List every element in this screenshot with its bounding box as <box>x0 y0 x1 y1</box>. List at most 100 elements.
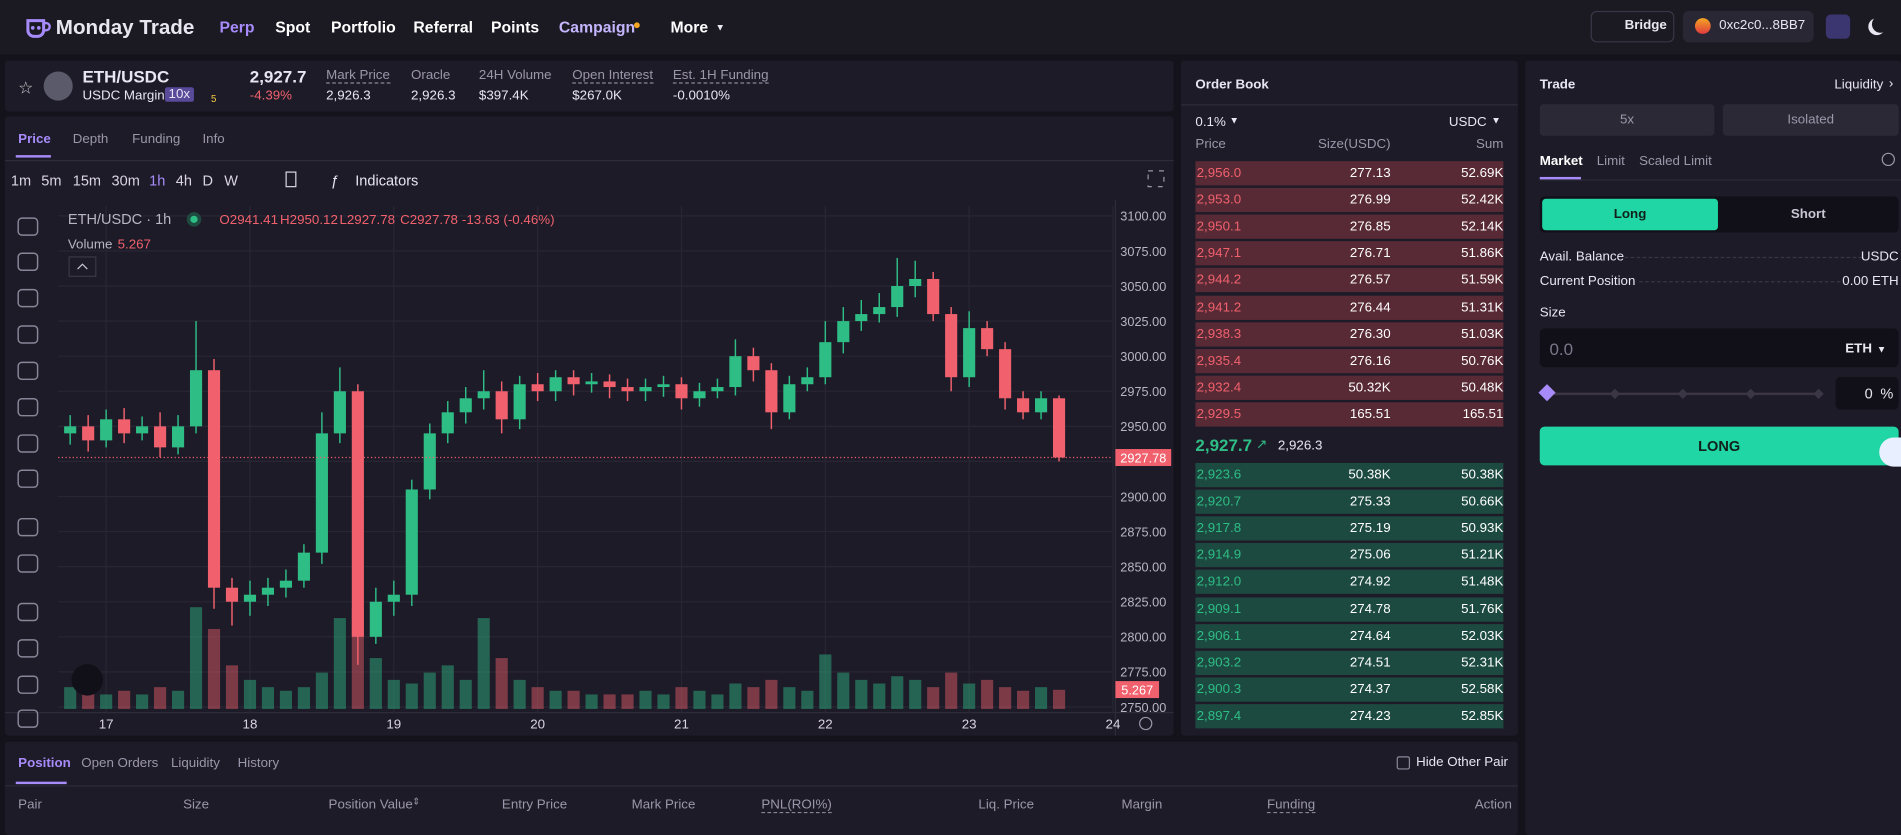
candle-body <box>459 398 472 413</box>
submit-button[interactable]: LONG <box>1539 426 1899 466</box>
volume-bar <box>675 687 688 709</box>
ob-row-bg[interactable] <box>1195 375 1504 400</box>
candle-body <box>927 278 940 315</box>
help-bubble[interactable] <box>1879 437 1901 467</box>
indicators-button[interactable]: Indicators <box>355 172 419 190</box>
unit-select[interactable]: USDC <box>1448 115 1487 130</box>
stat-label[interactable]: Mark Price <box>326 67 390 84</box>
tool-icon <box>17 469 39 488</box>
order-type-tab[interactable]: Limit <box>1596 153 1625 169</box>
chart-tab[interactable]: Price <box>18 132 51 147</box>
ob-row-bg[interactable] <box>1195 703 1504 729</box>
ob-row-bg[interactable] <box>1195 402 1504 427</box>
checkbox[interactable] <box>1396 756 1411 770</box>
ob-row-bg[interactable] <box>1195 543 1504 568</box>
interval[interactable]: 30m <box>111 172 140 190</box>
order-type-tab[interactable]: Market <box>1539 153 1583 169</box>
ob-row-bg[interactable] <box>1195 241 1504 266</box>
ob-cell: 51.03K <box>1461 326 1504 342</box>
ob-row-bg[interactable] <box>1195 321 1504 347</box>
ob-row-bg[interactable] <box>1195 516 1504 541</box>
interval[interactable]: 15m <box>72 172 102 190</box>
ob-row-bg[interactable] <box>1195 570 1504 595</box>
ob-row-bg[interactable] <box>1195 161 1504 186</box>
nav-link[interactable]: Spot <box>275 18 311 37</box>
interval[interactable]: 1m <box>10 172 32 190</box>
badge-count: 5 <box>210 93 217 105</box>
position-tab[interactable]: Open Orders <box>81 756 159 771</box>
nav-link[interactable]: Perp <box>219 18 255 37</box>
position-tab[interactable]: Liquidity <box>170 756 220 771</box>
size-input[interactable] <box>1539 328 1899 368</box>
nav-link[interactable]: Campaign <box>558 18 636 37</box>
interval[interactable]: 4h <box>175 172 192 190</box>
settings-icon[interactable] <box>1881 152 1895 167</box>
tab-underline <box>15 781 67 785</box>
position-tab[interactable]: Position <box>18 756 71 771</box>
volume-bar <box>909 679 922 709</box>
ob-row-bg[interactable] <box>1195 462 1504 488</box>
chart-legend: ETH/USDC · 1h <box>68 212 171 228</box>
interval[interactable]: 1h <box>149 172 166 190</box>
ob-row-bg[interactable] <box>1195 214 1504 239</box>
short-tab[interactable]: Short <box>1790 207 1826 222</box>
ob-row-bg[interactable] <box>1195 677 1504 702</box>
brand[interactable]: Monday Trade <box>55 15 195 39</box>
ob-row-bg[interactable] <box>1195 623 1504 648</box>
long-tab[interactable]: Long <box>1542 198 1718 231</box>
ob-row-bg[interactable] <box>1195 187 1504 213</box>
candle-body <box>981 328 994 350</box>
ob-row-bg[interactable] <box>1195 268 1504 293</box>
volume-bar <box>747 687 760 709</box>
tool-icon <box>17 397 39 417</box>
x-tick-label: 22 <box>818 716 833 731</box>
volume-bar <box>459 679 472 709</box>
candle-body <box>82 426 95 441</box>
ticker-panel <box>4 60 1174 112</box>
positions-panel <box>4 741 1518 835</box>
interval[interactable]: W <box>224 172 239 190</box>
volume-bar <box>927 687 940 709</box>
percent-input[interactable] <box>1835 376 1899 410</box>
ob-row-bg[interactable] <box>1195 650 1504 675</box>
size-label: Size <box>1539 305 1566 320</box>
interval[interactable]: D <box>202 172 213 190</box>
stat-label[interactable]: Open Interest <box>572 67 654 84</box>
ob-row-bg[interactable] <box>1195 348 1504 373</box>
interval[interactable]: 5m <box>41 172 62 190</box>
chart-tab[interactable]: Depth <box>72 132 109 147</box>
nav-link[interactable]: More <box>670 18 709 37</box>
stat-label[interactable]: Est. 1H Funding <box>672 67 769 84</box>
candle-body <box>1052 398 1066 458</box>
margin-mode-button[interactable]: Isolated <box>1722 104 1899 136</box>
leverage-button[interactable]: 5x <box>1539 104 1715 136</box>
ob-row-bg[interactable] <box>1195 489 1504 514</box>
caret: ▼ <box>1229 115 1239 127</box>
ob-cell: 50.66K <box>1461 494 1504 510</box>
size-unit[interactable]: ETH <box>1845 341 1872 357</box>
nav-link[interactable]: Portfolio <box>330 18 396 37</box>
pair[interactable]: ETH/USDC <box>82 66 170 87</box>
chart-tab[interactable]: Funding <box>132 132 181 147</box>
ob-row-bg[interactable] <box>1195 295 1504 320</box>
network-icon[interactable] <box>1825 14 1851 39</box>
wallet-address: 0xc2c0...8BB7 <box>1719 18 1806 33</box>
favorite-star[interactable]: ☆ <box>18 77 34 97</box>
hide-other-label[interactable]: Hide Other Pair <box>1416 755 1508 770</box>
nav-link[interactable]: Referral <box>413 18 474 37</box>
nav-link[interactable]: Points <box>491 18 540 37</box>
fx-icon: ƒ <box>330 172 340 190</box>
order-type-tab[interactable]: Scaled Limit <box>1639 153 1712 169</box>
theme-toggle[interactable] <box>1872 16 1889 33</box>
divider <box>4 159 1174 162</box>
percent-sign: % <box>1880 385 1894 403</box>
bridge-button[interactable] <box>1590 10 1675 43</box>
position-tab[interactable]: History <box>237 756 280 771</box>
tool-icon <box>17 602 39 622</box>
volume-bar <box>225 665 239 709</box>
ob-row-bg[interactable] <box>1195 596 1504 622</box>
liquidity-link[interactable]: Liquidity <box>1834 77 1884 93</box>
precision-select[interactable]: 0.1% <box>1195 115 1226 130</box>
chart-tab[interactable]: Info <box>202 132 225 147</box>
ob-cell: 274.51 <box>1349 655 1391 670</box>
